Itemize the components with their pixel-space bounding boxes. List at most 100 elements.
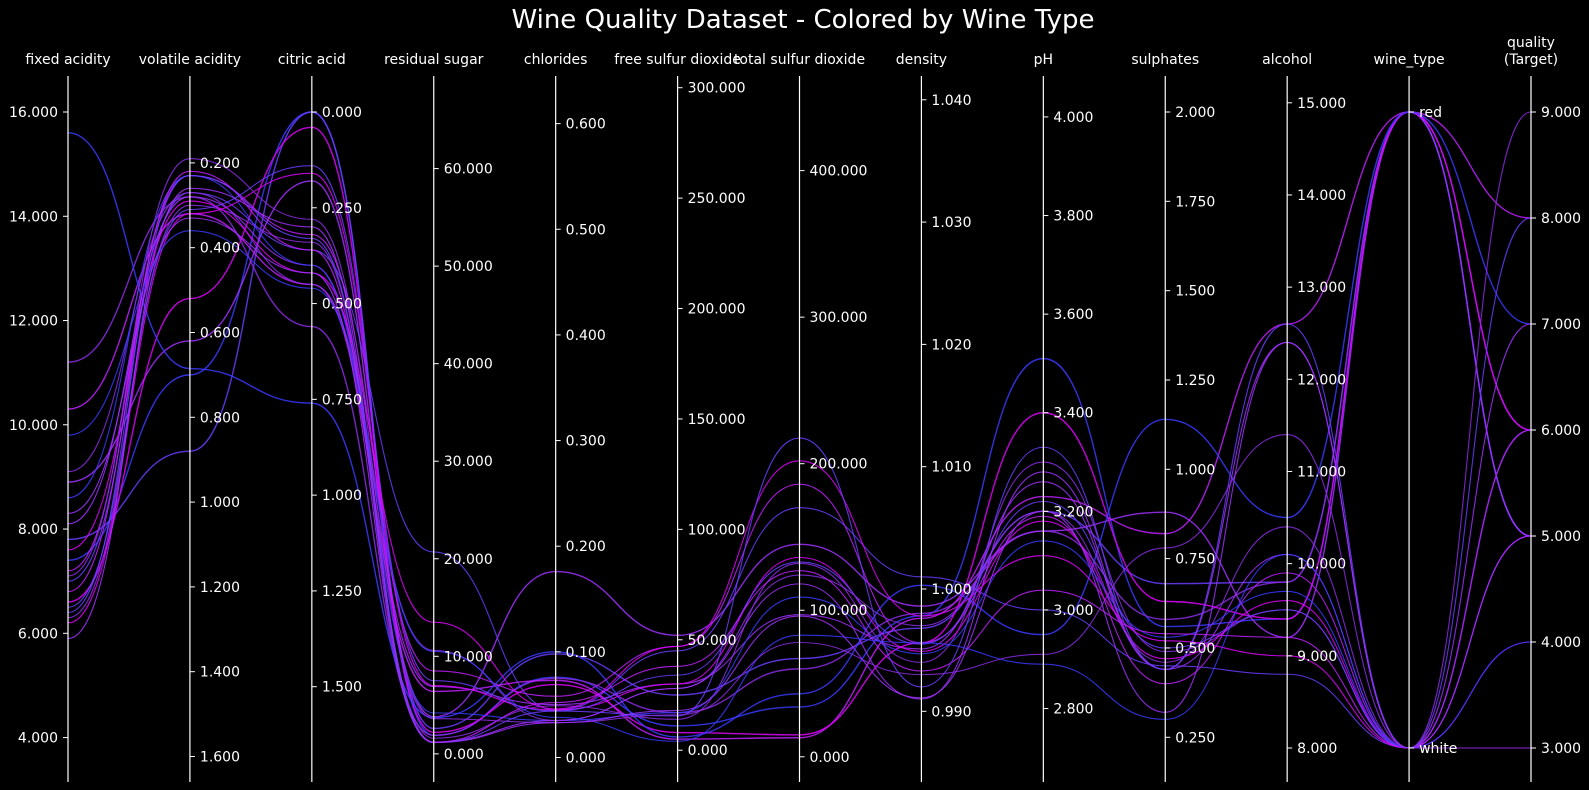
tick-label: 0.600 — [200, 325, 240, 341]
axis-label: quality (Target) — [1504, 35, 1558, 68]
axis-label: volatile acidity — [139, 52, 241, 68]
tick-label: 0.000 — [688, 743, 728, 759]
tick-label: 200.000 — [810, 457, 868, 473]
tick-label: 3.400 — [1053, 406, 1093, 422]
axis-label: chlorides — [524, 52, 587, 68]
tick-label: 1.250 — [322, 584, 362, 600]
axis-group: quality (Target) 3.000 4.000 5.000 6.000 7.000… — [1504, 35, 1581, 782]
tick-label: 300.000 — [810, 310, 868, 326]
tick-label: 1.400 — [200, 665, 240, 681]
tick-label: 14.000 — [9, 209, 58, 225]
axis-group: chlorides 0.000 0.100 0.200 0.300 0.400 0.500 0… — [524, 52, 606, 782]
tick-label: 4.000 — [18, 731, 58, 747]
tick-label: 60.000 — [444, 162, 493, 178]
chart-title: Wine Quality Dataset - Colored by Wine T… — [511, 5, 1094, 35]
tick-label: 0.500 — [566, 222, 606, 238]
axis-group: residual sugar 0.000 10.000 20.000 30.000 40.… — [384, 52, 493, 782]
tick-label: 6.000 — [18, 626, 58, 642]
axis-group: alcohol 8.000 9.000 10.000 11.000 12.000 13.00… — [1262, 52, 1346, 782]
axis-group: density 0.990 1.000 1.010 1.020 1.030 1.040 — [896, 52, 972, 782]
tick-label: 0.250 — [1175, 730, 1215, 746]
tick-label: 3.200 — [1053, 504, 1093, 520]
tick-label: 3.000 — [1541, 741, 1581, 757]
tick-label: 1.600 — [200, 749, 240, 765]
axis-group: volatile acidity 0.200 0.400 0.600 0.800 1.00… — [139, 52, 241, 782]
tick-label: 1.000 — [322, 488, 362, 504]
tick-label: 1.000 — [931, 582, 971, 598]
tick-label: 100.000 — [688, 522, 746, 538]
tick-label: 8.000 — [1541, 211, 1581, 227]
axis-label: free sulfur dioxide — [614, 52, 741, 68]
axis-label: density — [896, 52, 947, 68]
axis-label: fixed acidity — [25, 52, 110, 68]
tick-label: 0.100 — [566, 645, 606, 661]
tick-label: 3.000 — [1053, 603, 1093, 619]
tick-label: 150.000 — [688, 412, 746, 428]
tick-label: 2.000 — [1175, 105, 1215, 121]
tick-label: 13.000 — [1297, 280, 1346, 296]
tick-label: 5.000 — [1541, 529, 1581, 545]
series-line — [67, 111, 1532, 738]
tick-label: 0.990 — [931, 704, 971, 720]
category-label: red — [1419, 105, 1442, 121]
tick-label: 250.000 — [688, 191, 746, 207]
tick-label: 100.000 — [810, 603, 868, 619]
tick-label: 8.000 — [1297, 741, 1337, 757]
series-line — [67, 111, 1532, 749]
tick-label: 0.750 — [1175, 552, 1215, 568]
series-line — [67, 192, 1532, 749]
axis-label: residual sugar — [384, 52, 484, 68]
axis-group: total sulfur dioxide 0.000 100.000 200.000 3… — [734, 52, 867, 782]
tick-label: 0.000 — [566, 751, 606, 767]
tick-label: 40.000 — [444, 357, 493, 373]
tick-label: 8.000 — [18, 522, 58, 538]
axis-group: sulphates 0.250 0.500 0.750 1.000 1.250 1.500 1… — [1131, 52, 1215, 782]
tick-label: 0.250 — [322, 201, 362, 217]
series-line — [67, 111, 1532, 736]
tick-label: 0.200 — [200, 156, 240, 172]
tick-label: 10.000 — [1297, 557, 1346, 573]
tick-label: 50.000 — [688, 633, 737, 649]
tick-label: 30.000 — [444, 454, 493, 470]
tick-label: 1.030 — [931, 215, 971, 231]
tick-label: 1.500 — [322, 680, 362, 696]
series-line — [67, 230, 1532, 749]
tick-label: 0.000 — [444, 747, 484, 763]
tick-label: 9.000 — [1541, 105, 1581, 121]
tick-label: 1.040 — [931, 93, 971, 109]
series-line — [67, 165, 1532, 749]
tick-label: 3.800 — [1053, 209, 1093, 225]
tick-label: 11.000 — [1297, 464, 1346, 480]
tick-label: 4.000 — [1541, 635, 1581, 651]
tick-label: 1.000 — [200, 495, 240, 511]
tick-label: 0.300 — [566, 434, 606, 450]
tick-label: 9.000 — [1297, 649, 1337, 665]
tick-label: 1.020 — [931, 337, 971, 353]
axis-group: citric acid 0.000 0.250 0.500 0.750 1.000 1.25… — [278, 52, 362, 782]
tick-label: 10.000 — [444, 649, 493, 665]
axis-group: fixed acidity 16.000 14.000 12.000 10.000 8.0… — [9, 52, 111, 782]
tick-label: 0.600 — [566, 117, 606, 133]
category-label: white — [1419, 741, 1457, 757]
tick-label: 1.250 — [1175, 373, 1215, 389]
axis-label: citric acid — [278, 52, 346, 68]
tick-label: 10.000 — [9, 418, 58, 434]
tick-label: 1.000 — [1175, 462, 1215, 478]
series-line — [67, 175, 1532, 749]
tick-label: 7.000 — [1541, 317, 1581, 333]
tick-label: 1.200 — [200, 580, 240, 596]
tick-label: 1.750 — [1175, 194, 1215, 210]
tick-label: 0.000 — [810, 750, 850, 766]
tick-label: 12.000 — [1297, 372, 1346, 388]
tick-label: 0.400 — [566, 328, 606, 344]
tick-label: 300.000 — [688, 81, 746, 97]
axes-layer: fixed acidity 16.000 14.000 12.000 10.000 8.0… — [9, 35, 1581, 782]
axis-group: pH 2.800 3.000 3.200 3.400 3.600 3.800 4.000 — [1034, 52, 1093, 782]
tick-label: 20.000 — [444, 552, 493, 568]
series-line — [67, 200, 1532, 749]
tick-label: 0.800 — [200, 410, 240, 426]
series-line — [67, 175, 1532, 749]
tick-label: 15.000 — [1297, 96, 1346, 112]
